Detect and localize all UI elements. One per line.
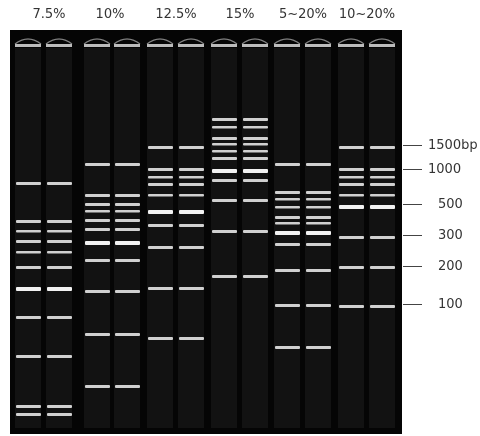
marker-tick [403,145,409,146]
marker-tick [403,235,409,236]
marker-tick [403,304,409,305]
marker-label: 500 [438,197,463,212]
gel-image [10,30,402,434]
marker-line [408,266,422,267]
marker-line [408,204,422,205]
marker-label: 1500bp [428,138,478,153]
marker-tick [403,169,409,170]
marker-label: 1000 [428,162,462,177]
marker-line [408,145,422,146]
marker-tick [403,266,409,267]
gel-bands [14,38,396,428]
marker-line [408,235,422,236]
lane-label-5-20: 5~20% [278,7,328,22]
lane-label-10: 10% [95,7,125,22]
lane-label-7-5: 7.5% [32,7,66,22]
marker-label: 300 [438,228,463,243]
lane-label-10-20: 10~20% [338,7,396,22]
marker-label: 100 [438,297,463,312]
size-markers: 1500bp 1000 500 300 200 100 [400,0,480,436]
marker-line [408,304,422,305]
marker-line [408,169,422,170]
lane-header: 7.5% 10% 12.5% 15% 5~20% 10~20% [0,0,410,30]
lane-label-12-5: 12.5% [155,7,197,22]
marker-label: 200 [438,259,463,274]
lane-label-15: 15% [225,7,255,22]
marker-tick [403,204,409,205]
